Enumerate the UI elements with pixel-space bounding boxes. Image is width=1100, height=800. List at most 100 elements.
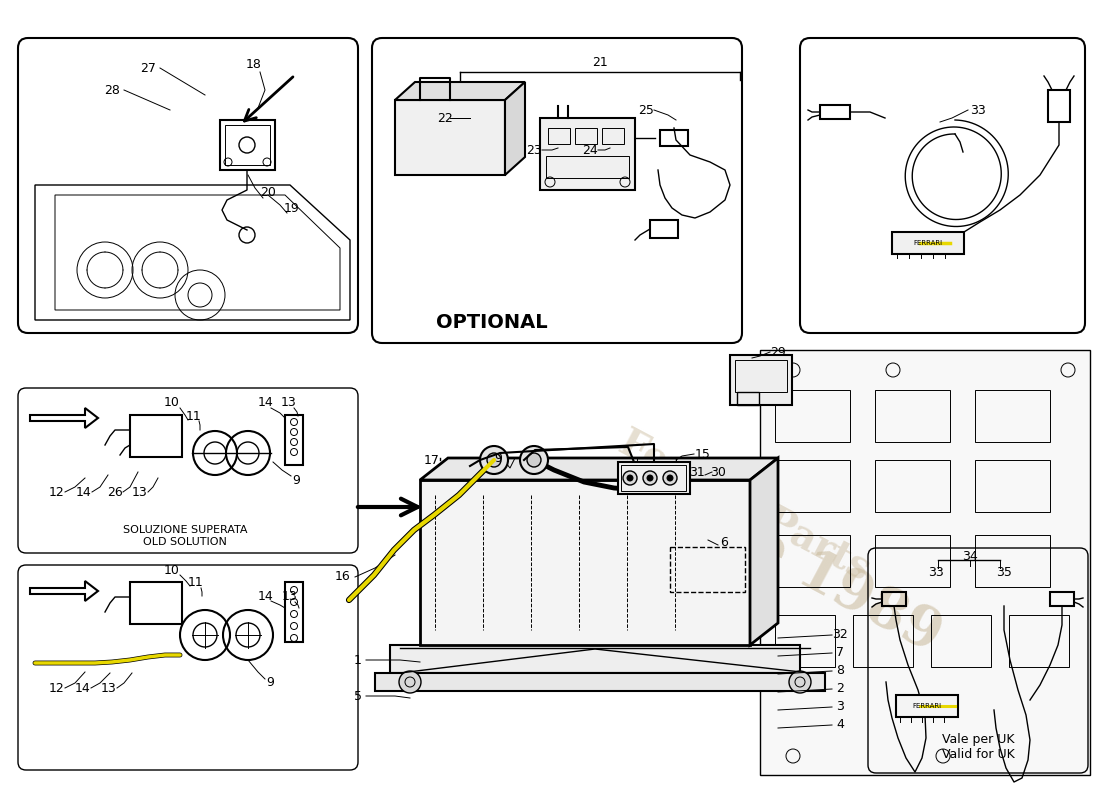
Text: 14: 14 (75, 682, 91, 694)
Bar (621, 465, 686, 491)
Text: 19: 19 (284, 202, 300, 214)
Bar (776, 460, 850, 512)
Text: 33: 33 (970, 103, 986, 117)
Text: 21: 21 (592, 57, 608, 70)
Text: 6: 6 (720, 537, 728, 550)
Text: 14: 14 (258, 590, 274, 602)
Bar (548, 128, 570, 144)
Bar (896, 695, 958, 717)
Polygon shape (760, 350, 1090, 775)
Text: Valid for UK: Valid for UK (942, 747, 1014, 761)
Bar (874, 535, 950, 587)
Bar (375, 673, 825, 691)
Bar (285, 582, 303, 642)
Bar (660, 130, 688, 146)
Text: 13: 13 (282, 590, 298, 602)
Text: 13: 13 (132, 486, 147, 498)
Text: 23: 23 (526, 143, 542, 157)
Circle shape (480, 446, 508, 474)
Bar (1009, 615, 1069, 667)
Circle shape (487, 453, 500, 467)
Circle shape (527, 453, 541, 467)
Circle shape (663, 471, 676, 485)
Bar (931, 615, 991, 667)
Bar (546, 156, 629, 178)
Text: 16: 16 (336, 570, 351, 583)
Text: 11: 11 (188, 575, 204, 589)
Text: 27: 27 (140, 62, 156, 74)
Polygon shape (750, 458, 778, 645)
Text: 1: 1 (354, 654, 362, 666)
Text: 18: 18 (246, 58, 262, 71)
Bar (975, 390, 1050, 442)
Bar (874, 460, 950, 512)
Bar (602, 128, 624, 144)
Bar (130, 415, 182, 457)
Bar (776, 615, 835, 667)
Circle shape (667, 475, 673, 481)
Polygon shape (395, 82, 525, 100)
Text: OPTIONAL: OPTIONAL (437, 313, 548, 331)
Text: Vale per UK: Vale per UK (942, 734, 1014, 746)
Bar (618, 462, 690, 494)
Text: 14: 14 (76, 486, 92, 498)
Bar (730, 355, 792, 405)
Text: 32: 32 (832, 629, 848, 642)
Text: 25: 25 (638, 103, 653, 117)
Text: 35: 35 (997, 566, 1012, 578)
Bar (776, 390, 850, 442)
Bar (882, 592, 906, 606)
Text: FERRARI: FERRARI (913, 240, 943, 246)
Text: 4: 4 (836, 718, 844, 731)
Text: 13: 13 (282, 395, 297, 409)
Polygon shape (30, 408, 98, 428)
Text: 10: 10 (164, 563, 180, 577)
Polygon shape (30, 581, 98, 601)
Bar (670, 547, 745, 592)
Text: 31: 31 (689, 466, 705, 478)
Text: 17: 17 (425, 454, 440, 466)
Bar (226, 125, 270, 165)
Bar (737, 392, 759, 405)
Circle shape (520, 446, 548, 474)
Text: 20: 20 (260, 186, 276, 199)
Bar (390, 645, 800, 673)
Text: 9: 9 (494, 451, 502, 465)
Text: FERRARI: FERRARI (912, 703, 942, 709)
Text: 12: 12 (50, 682, 65, 694)
Text: 5: 5 (354, 690, 362, 702)
Bar (575, 128, 597, 144)
Text: 10: 10 (164, 395, 180, 409)
Text: 8: 8 (836, 665, 844, 678)
Bar (892, 232, 964, 254)
Bar (650, 220, 678, 238)
Bar (220, 120, 275, 170)
Circle shape (644, 471, 657, 485)
Text: 9: 9 (266, 677, 274, 690)
Text: 9: 9 (293, 474, 300, 486)
Text: 24: 24 (582, 143, 598, 157)
Bar (420, 480, 750, 645)
Text: SOLUZIONE SUPERATA: SOLUZIONE SUPERATA (123, 525, 248, 535)
Polygon shape (505, 82, 525, 175)
Circle shape (627, 475, 632, 481)
Text: 12: 12 (50, 486, 65, 498)
Bar (1048, 90, 1070, 122)
Circle shape (399, 671, 421, 693)
Text: 28: 28 (104, 83, 120, 97)
Bar (540, 118, 635, 190)
Text: Ferrari Parts: Ferrari Parts (613, 422, 877, 587)
Text: 3: 3 (836, 701, 844, 714)
Text: 33: 33 (928, 566, 944, 578)
Bar (975, 460, 1050, 512)
Bar (735, 360, 786, 392)
Text: 34: 34 (962, 550, 978, 562)
Text: 13: 13 (101, 682, 117, 694)
Bar (975, 535, 1050, 587)
Text: OLD SOLUTION: OLD SOLUTION (143, 537, 227, 547)
Bar (1050, 592, 1074, 606)
Polygon shape (420, 458, 778, 480)
Bar (852, 615, 913, 667)
Bar (874, 390, 950, 442)
Circle shape (647, 475, 653, 481)
